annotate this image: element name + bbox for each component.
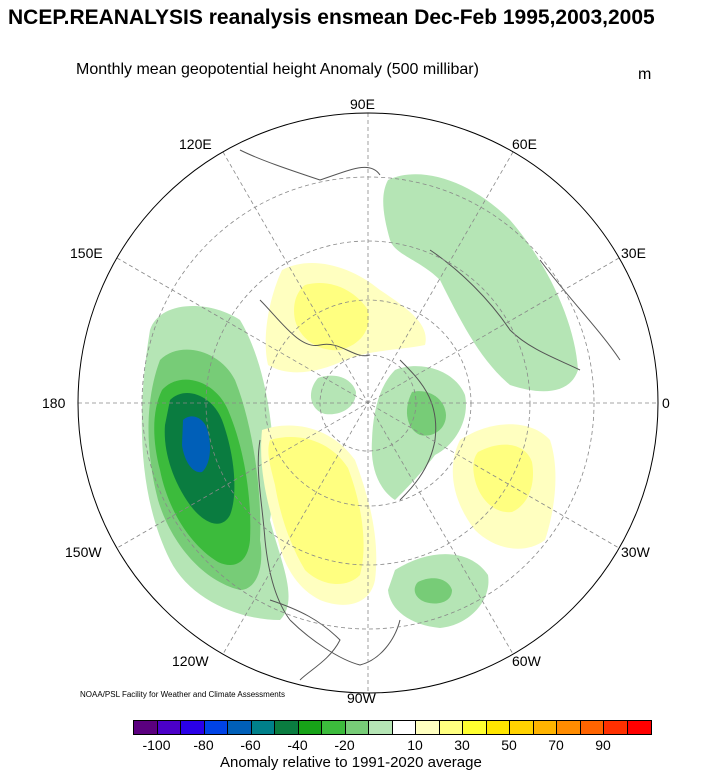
colorbar-tick-label: 70	[548, 737, 564, 753]
colorbar-swatch	[298, 721, 322, 734]
lon-label-60w: 60W	[512, 653, 541, 669]
colorbar-tick-label: 30	[454, 737, 470, 753]
lon-label-90w: 90W	[347, 690, 376, 706]
colorbar-swatch	[510, 721, 534, 734]
credit-text: NOAA/PSL Facility for Weather and Climat…	[80, 690, 285, 699]
colorbar-tick-label: -80	[193, 737, 214, 753]
lon-label-90e: 90E	[350, 96, 375, 112]
colorbar-tick-label: -40	[287, 737, 308, 753]
neg-greenland-30	[406, 391, 446, 436]
colorbar	[133, 720, 652, 735]
colorbar-swatch	[134, 721, 158, 734]
coastlines	[239, 149, 621, 681]
colorbar-swatch	[580, 721, 604, 734]
colorbar-swatch	[604, 721, 628, 734]
colorbar-swatch	[228, 721, 252, 734]
colorbar-swatch	[627, 721, 651, 734]
chart-title: NCEP.REANALYSIS reanalysis ensmean Dec-F…	[8, 6, 655, 29]
lon-label-0: 0	[662, 395, 670, 411]
colorbar-swatch	[369, 721, 393, 734]
colorbar-title: Anomaly relative to 1991-2020 average	[220, 754, 482, 771]
colorbar-swatch	[486, 721, 510, 734]
colorbar-swatch	[533, 721, 557, 734]
colorbar-swatch	[204, 721, 228, 734]
lon-label-30e: 30E	[621, 245, 646, 261]
lon-label-150w: 150W	[65, 544, 102, 560]
colorbar-swatch	[463, 721, 487, 734]
colorbar-tick-label: -60	[240, 737, 261, 753]
lon-label-60e: 60E	[512, 136, 537, 152]
lon-label-120e: 120E	[179, 136, 212, 152]
lon-label-150e: 150E	[70, 245, 103, 261]
colorbar-swatch	[439, 721, 463, 734]
colorbar-swatch	[275, 721, 299, 734]
neg-pacific-60	[182, 416, 210, 473]
lon-label-120w: 120W	[172, 653, 209, 669]
colorbar-swatch	[181, 721, 205, 734]
chart-subtitle: Monthly mean geopotential height Anomaly…	[76, 61, 479, 78]
colorbar-tick-label: 50	[501, 737, 517, 753]
colorbar-swatch	[251, 721, 275, 734]
colorbar-swatch	[392, 721, 416, 734]
colorbar-swatch	[416, 721, 440, 734]
colorbar-swatch	[345, 721, 369, 734]
colorbar-swatch	[322, 721, 346, 734]
colorbar-tick-label: -100	[142, 737, 171, 753]
colorbar-tick-label: 90	[595, 737, 611, 753]
pos-siberia-20	[294, 282, 369, 351]
units-label: m	[638, 66, 652, 83]
pos-canada-20	[268, 437, 364, 585]
pos-atlantic-20	[473, 444, 534, 513]
map-boundary	[77, 112, 659, 694]
anomaly-shading	[141, 174, 578, 628]
colorbar-tick-label: -20	[334, 737, 355, 753]
neg-atlantic-30	[414, 578, 452, 604]
graticule	[78, 113, 658, 693]
colorbar-swatch	[557, 721, 581, 734]
colorbar-swatch	[157, 721, 181, 734]
neg-russia-20	[383, 174, 578, 392]
lon-label-30w: 30W	[621, 544, 650, 560]
lon-label-180: 180	[42, 395, 66, 411]
colorbar-tick-label: 10	[407, 737, 423, 753]
neg-arctic-20	[310, 375, 356, 415]
